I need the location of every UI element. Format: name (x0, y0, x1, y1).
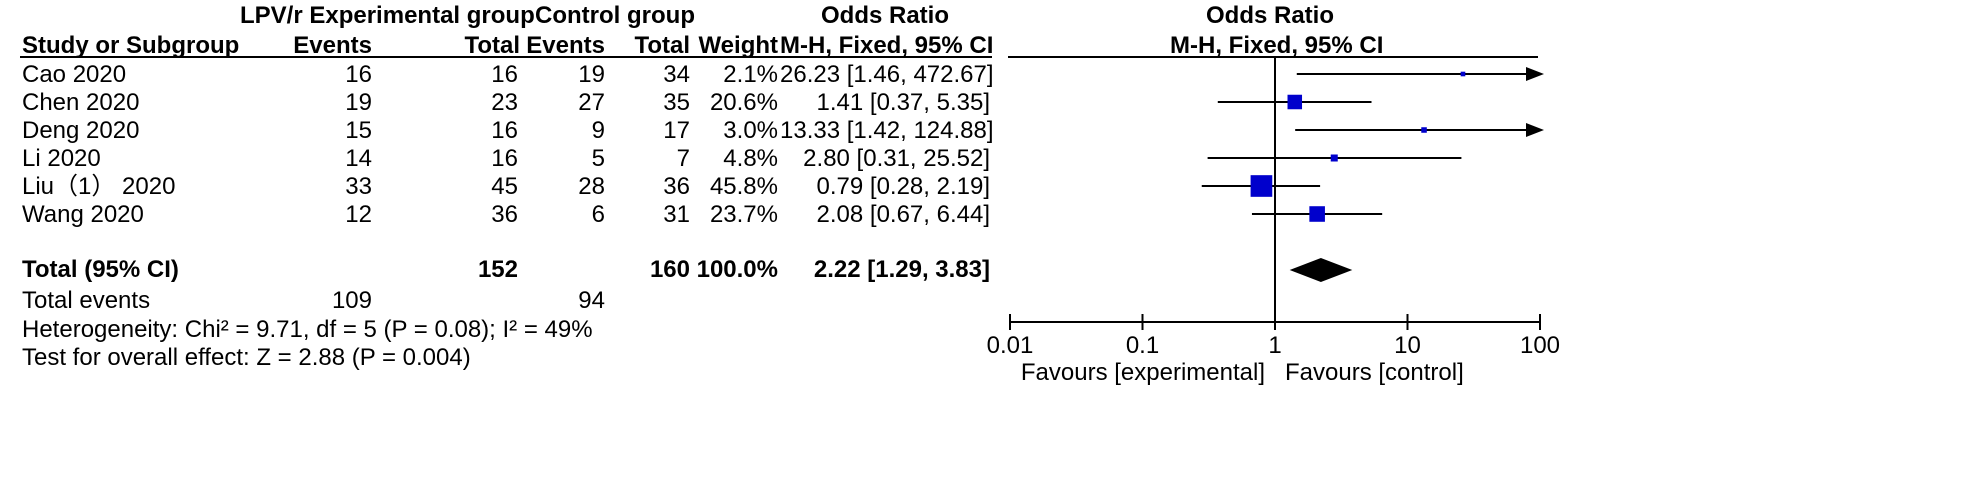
total-exp: 45 (491, 173, 518, 200)
weight: 2.1% (723, 61, 778, 88)
odds-ratio-ci: 13.33 [1.42, 124.88] (780, 117, 994, 144)
effect-marker (1330, 154, 1338, 162)
total-label: Total (95% CI) (22, 256, 179, 283)
header-total-ctrl: Total (634, 32, 690, 59)
weight: 20.6% (709, 89, 778, 116)
header-odds-ratio-plot: Odds Ratio (1205, 2, 1334, 29)
effect-marker (1460, 71, 1466, 77)
header-study: Study or Subgroup (22, 32, 240, 59)
favours-control-label: Favours [control] (1285, 359, 1464, 386)
header-control-group: Control group (535, 2, 695, 29)
total-exp: 23 (491, 89, 518, 116)
total-exp: 152 (477, 256, 518, 283)
events-ctrl: 27 (578, 89, 605, 116)
weight: 4.8% (723, 145, 778, 172)
total-events-exp: 109 (331, 287, 372, 314)
heterogeneity-text: Heterogeneity: Chi² = 9.71, df = 5 (P = … (22, 316, 593, 343)
header-events-exp: Events (293, 32, 372, 59)
effect-marker (1250, 175, 1273, 197)
total-ctrl: 17 (663, 117, 690, 144)
events-exp: 16 (345, 61, 372, 88)
events-ctrl: 5 (591, 145, 605, 172)
total-events-ctrl: 94 (578, 287, 605, 314)
total-ctrl: 31 (663, 201, 690, 228)
total-ctrl: 36 (663, 173, 690, 200)
events-ctrl: 28 (578, 173, 605, 200)
study-name: Liu（1） 2020 (22, 173, 176, 200)
overall-effect-text: Test for overall effect: Z = 2.88 (P = 0… (22, 344, 471, 371)
study-name: Wang 2020 (22, 201, 144, 228)
weight: 23.7% (709, 201, 778, 228)
header-rule-table (20, 56, 992, 58)
events-exp: 12 (345, 201, 372, 228)
odds-ratio-ci: 2.08 [0.67, 6.44] (816, 201, 990, 228)
events-ctrl: 19 (578, 61, 605, 88)
events-exp: 33 (345, 173, 372, 200)
study-name: Cao 2020 (22, 61, 127, 88)
study-name: Li 2020 (22, 145, 101, 172)
odds-ratio-ci: 2.80 [0.31, 25.52] (803, 145, 990, 172)
pooled-diamond (1289, 258, 1353, 282)
total-ctrl: 34 (663, 61, 690, 88)
odds-ratio-ci: 26.23 [1.46, 472.67] (780, 61, 994, 88)
favours-experimental-label: Favours [experimental] (1021, 359, 1265, 386)
ci-arrow (1526, 123, 1544, 137)
effect-marker (1421, 127, 1427, 133)
x-tick-label: 1 (1268, 332, 1281, 359)
header-total-exp: Total (464, 32, 520, 59)
header-method-column: M-H, Fixed, 95% CI (780, 32, 994, 59)
total-ctrl: 160 (649, 256, 690, 283)
total-exp: 16 (491, 61, 518, 88)
odds-ratio-ci: 1.41 [0.37, 5.35] (816, 89, 990, 116)
weight: 45.8% (709, 173, 778, 200)
study-name: Chen 2020 (22, 89, 140, 116)
events-ctrl: 6 (591, 201, 605, 228)
total-ctrl: 7 (676, 145, 690, 172)
total-exp: 16 (491, 145, 518, 172)
header-odds-ratio-column: Odds Ratio (820, 2, 949, 29)
total-exp: 16 (491, 117, 518, 144)
effect-marker (1287, 94, 1303, 110)
x-tick-label: 0.1 (1126, 332, 1159, 359)
ci-arrow (1526, 67, 1544, 81)
x-tick-label: 100 (1520, 332, 1560, 359)
events-ctrl: 9 (591, 117, 605, 144)
total-events-label: Total events (22, 287, 151, 314)
header-experimental-group: LPV/r Experimental group (240, 2, 535, 29)
total-ctrl: 35 (663, 89, 690, 116)
weight: 3.0% (723, 117, 778, 144)
x-tick-label: 10 (1394, 332, 1421, 359)
study-name: Deng 2020 (22, 117, 140, 144)
header-events-ctrl: Events (526, 32, 605, 59)
header-rule-plot (1008, 56, 1538, 58)
x-tick-label: 0.01 (987, 332, 1034, 359)
total-odds-ratio-ci: 2.22 [1.29, 3.83] (813, 256, 990, 283)
odds-ratio-ci: 0.79 [0.28, 2.19] (816, 173, 990, 200)
events-exp: 14 (345, 145, 372, 172)
header-method-plot: M-H, Fixed, 95% CI (1170, 32, 1384, 59)
effect-marker (1309, 206, 1325, 222)
total-weight: 100.0% (696, 256, 778, 283)
events-exp: 15 (345, 117, 372, 144)
total-exp: 36 (491, 201, 518, 228)
events-exp: 19 (345, 89, 372, 116)
header-weight: Weight (698, 32, 778, 59)
